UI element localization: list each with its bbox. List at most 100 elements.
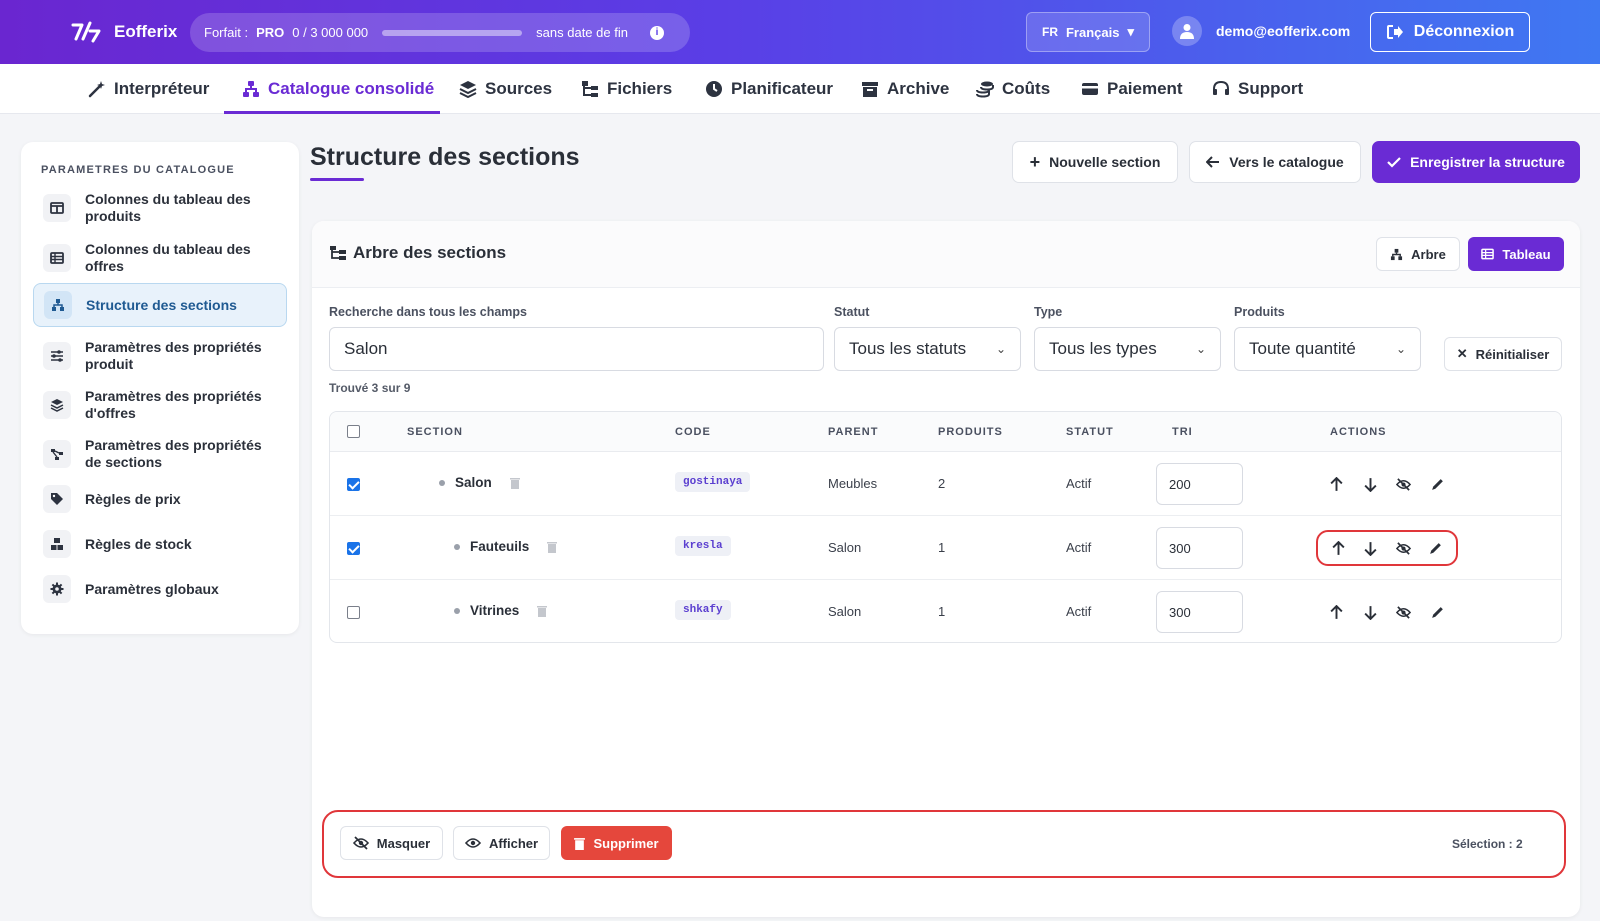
- nav-item-sources[interactable]: Sources: [459, 64, 552, 114]
- sidebar-item-stock-rules[interactable]: Règles de stock: [33, 522, 287, 566]
- type-select[interactable]: Tous les types ⌄: [1034, 327, 1221, 371]
- sort-input[interactable]: 200: [1156, 463, 1243, 505]
- section-name[interactable]: Salon: [439, 475, 520, 490]
- check-icon: [1387, 157, 1401, 168]
- pencil-icon[interactable]: [1428, 603, 1446, 621]
- sort-value: 200: [1169, 476, 1191, 492]
- sidebar-item-offer-properties[interactable]: Paramètres des propriétés d'offres: [33, 383, 287, 427]
- nav-item-interpreteur[interactable]: Interpréteur: [88, 64, 209, 114]
- reset-filters-button[interactable]: ✕ Réinitialiser: [1444, 337, 1562, 371]
- sidebar-item-section-structure[interactable]: Structure des sections: [33, 283, 287, 327]
- column-header-section[interactable]: SECTION: [407, 426, 463, 438]
- column-header-parent[interactable]: PARENT: [828, 426, 879, 438]
- sidebar-item-offer-columns[interactable]: Colonnes du tableau des offres: [33, 236, 287, 280]
- nav-item-planificateur[interactable]: Planificateur: [705, 64, 833, 114]
- hide-selected-button[interactable]: Masquer: [340, 826, 443, 860]
- section-parent: Meubles: [828, 476, 878, 491]
- trash-icon[interactable]: [547, 541, 558, 553]
- sort-input[interactable]: 300: [1156, 591, 1243, 633]
- nav-label: Support: [1238, 79, 1304, 98]
- section-products: 1: [938, 540, 946, 555]
- sidebar-item-section-properties[interactable]: Paramètres des propriétés de sections: [33, 432, 287, 476]
- to-catalog-button[interactable]: Vers le catalogue: [1189, 141, 1361, 183]
- column-header-products[interactable]: PRODUITS: [938, 426, 1003, 438]
- nav-item-fichiers[interactable]: Fichiers: [581, 64, 672, 114]
- eye-slash-icon[interactable]: [1394, 539, 1412, 557]
- section-name[interactable]: Vitrines: [454, 603, 548, 618]
- table-row: Salon gostinaya Meubles 2 Actif 200: [330, 452, 1561, 516]
- arrow-down-icon[interactable]: [1361, 603, 1379, 621]
- arrow-up-icon[interactable]: [1329, 539, 1347, 557]
- sidebar-item-price-rules[interactable]: Règles de prix: [33, 477, 287, 521]
- search-input[interactable]: Salon: [329, 327, 824, 371]
- column-header-sort[interactable]: TRI: [1172, 426, 1193, 438]
- logout-button[interactable]: Déconnexion: [1370, 12, 1530, 52]
- nav-item-paiement[interactable]: Paiement: [1081, 64, 1183, 114]
- arrow-left-icon: [1206, 156, 1220, 168]
- nav-item-archive[interactable]: Archive: [861, 64, 949, 114]
- save-structure-button[interactable]: Enregistrer la structure: [1372, 141, 1580, 183]
- eye-slash-icon[interactable]: [1395, 603, 1413, 621]
- delete-selected-button[interactable]: Supprimer: [561, 826, 672, 860]
- row-checkbox[interactable]: [347, 478, 360, 491]
- archive-icon: [862, 82, 878, 97]
- chevron-down-icon: ⌄: [995, 342, 1006, 356]
- sitemap-icon: [243, 81, 259, 97]
- section-name[interactable]: Fauteuils: [454, 539, 558, 554]
- column-header-code[interactable]: CODE: [675, 426, 711, 438]
- sidebar-item-label: Colonnes du tableau des produits: [85, 191, 251, 224]
- type-value: Tous les types: [1049, 339, 1157, 358]
- brand[interactable]: Eofferix: [70, 19, 177, 45]
- show-selected-button[interactable]: Afficher: [453, 826, 550, 860]
- section-products: 1: [938, 604, 946, 619]
- nav-item-support[interactable]: Support: [1212, 64, 1303, 114]
- layers-icon: [459, 81, 477, 98]
- user-menu[interactable]: demo@eofferix.com: [1172, 16, 1350, 46]
- arrow-up-icon[interactable]: [1328, 603, 1346, 621]
- new-section-button[interactable]: + Nouvelle section: [1012, 141, 1178, 183]
- status-select[interactable]: Tous les statuts ⌄: [834, 327, 1021, 371]
- sort-value: 300: [1169, 604, 1191, 620]
- sections-table: SECTION CODE PARENT PRODUITS STATUT TRI …: [329, 411, 1562, 643]
- delete-label: Supprimer: [593, 835, 659, 851]
- view-table-button[interactable]: Tableau: [1468, 237, 1564, 271]
- products-label: Produits: [1234, 305, 1285, 319]
- row-checkbox[interactable]: [347, 542, 360, 555]
- eye-slash-icon[interactable]: [1395, 475, 1413, 493]
- nav-item-catalogue[interactable]: Catalogue consolidé: [242, 64, 434, 114]
- column-header-status[interactable]: STATUT: [1066, 426, 1114, 438]
- table-row: Vitrines shkafy Salon 1 Actif 300: [330, 580, 1561, 642]
- row-checkbox[interactable]: [347, 606, 360, 619]
- trash-icon: [574, 837, 586, 850]
- info-icon[interactable]: i: [649, 25, 664, 40]
- pencil-icon[interactable]: [1428, 475, 1446, 493]
- nav-item-couts[interactable]: Coûts: [976, 64, 1050, 114]
- logout-label: Déconnexion: [1413, 23, 1515, 40]
- arrow-up-icon[interactable]: [1328, 475, 1346, 493]
- tags-icon: [43, 485, 71, 513]
- caret-down-icon: ▾: [1127, 24, 1134, 39]
- user-email: demo@eofferix.com: [1216, 23, 1351, 39]
- trash-icon[interactable]: [509, 477, 520, 489]
- pencil-icon[interactable]: [1427, 539, 1445, 557]
- nav-label: Coûts: [1002, 79, 1051, 98]
- headset-icon: [1213, 80, 1229, 95]
- active-tab-indicator: [224, 111, 440, 114]
- view-tree-button[interactable]: Arbre: [1376, 237, 1460, 271]
- products-select[interactable]: Toute quantité ⌄: [1234, 327, 1421, 371]
- sliders-icon: [43, 342, 71, 370]
- type-label: Type: [1034, 305, 1063, 319]
- language-selector[interactable]: FR Français ▾: [1026, 12, 1150, 52]
- sidebar-item-product-columns[interactable]: Colonnes du tableau des produits: [33, 186, 287, 230]
- select-all-checkbox[interactable]: [347, 425, 360, 438]
- sidebar-item-global-settings[interactable]: Paramètres globaux: [33, 567, 287, 611]
- sidebar-item-product-properties[interactable]: Paramètres des propriétés produit: [33, 334, 287, 378]
- section-code: kresla: [675, 536, 731, 556]
- folder-tree-icon: [330, 246, 346, 260]
- search-label: Recherche dans tous les champs: [329, 305, 527, 319]
- eye-slash-icon: [352, 836, 369, 850]
- arrow-down-icon[interactable]: [1362, 539, 1380, 557]
- arrow-down-icon[interactable]: [1361, 475, 1379, 493]
- sort-input[interactable]: 300: [1156, 527, 1243, 569]
- trash-icon[interactable]: [537, 605, 548, 617]
